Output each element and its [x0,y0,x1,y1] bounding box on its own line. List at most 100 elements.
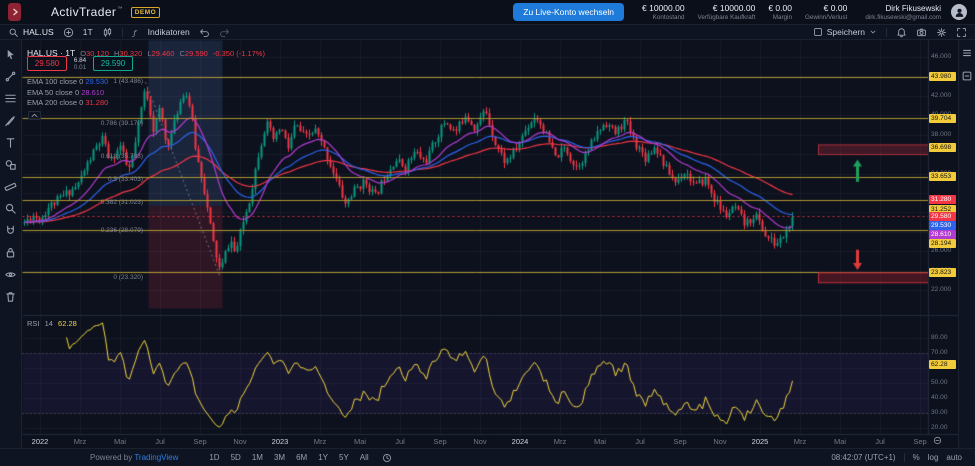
shapes-tool[interactable] [3,156,19,172]
range-all[interactable]: All [356,452,373,463]
low-value: 29.460 [152,49,175,58]
magnet-tool[interactable] [3,222,19,238]
range-3m[interactable]: 3M [270,452,289,463]
lock-tool[interactable] [3,244,19,260]
user-name: Dirk Fikusewski [865,4,941,13]
rsi-period: 14 [45,319,53,328]
ruler-tool[interactable] [3,178,19,194]
plus-circle-icon [63,27,74,38]
avatar[interactable] [951,4,967,20]
compare-button[interactable] [63,27,74,38]
app-logo-text: ActivTrader [51,5,116,19]
change-value: -0.350 (-1.17%) [213,49,265,58]
scale-auto[interactable]: auto [943,452,965,463]
symbol-label: HAL.US [23,27,54,37]
switch-to-live-button[interactable]: Zu Live-Konto wechseln [513,3,624,21]
account-stat: € 10000.00Kontostand [642,3,685,21]
ema-label: EMA 100 close 0 [27,77,85,86]
camera-icon[interactable] [916,27,927,38]
main-area: HAL.US · 1T O30.120 H30.320 L29.460 C29.… [0,40,975,448]
save-layout-control[interactable]: Speichern [813,27,877,37]
ema-value: 28.610 [81,88,104,97]
undo-icon [199,27,210,38]
user-email: dirk.fikusewski@gmail.com [865,14,941,21]
range-6m[interactable]: 6M [292,452,311,463]
search-icon [8,27,19,38]
chevron-down-icon [869,28,877,36]
stat-label: Margin [768,14,792,21]
chart-type-button[interactable] [102,27,113,38]
trend-line-tool[interactable] [3,68,19,84]
collapse-legend-button[interactable] [28,111,41,120]
interval-label: 1T [83,27,93,37]
range-5d[interactable]: 5D [227,452,245,463]
chart-toolbar: HAL.US 1T ƒ Indikatoren Speichern [0,24,975,40]
chart-pane: HAL.US · 1T O30.120 H30.320 L29.460 C29.… [22,40,958,448]
stat-value: € 10000.00 [642,3,685,13]
ema-label: EMA 200 close 0 [27,98,85,107]
fullscreen-icon[interactable] [956,27,967,38]
cursor-tool[interactable] [3,46,19,62]
stat-value: € 0.00 [805,3,847,13]
rsi-value: 62.28 [58,319,77,328]
chart-canvas[interactable] [22,40,958,448]
undo-button[interactable] [199,27,210,38]
indicator-legend: EMA 100 close 0 29.530 EMA 50 close 0 28.… [27,77,108,109]
ema-value: 29.530 [85,77,108,86]
rsi-legend: RSI 14 62.28 [27,319,77,328]
brush-tool[interactable] [3,112,19,128]
fib-retracement-tool[interactable] [3,90,19,106]
trash-tool[interactable] [3,288,19,304]
close-value: 29.590 [185,49,208,58]
sell-button[interactable]: 29.580 [27,56,67,71]
bottom-bar: Powered by TradingView 1D 5D1M3M6M1Y5YAll… [0,448,975,466]
axis-settings-icon[interactable] [933,436,942,445]
range-1d[interactable]: 1D [205,452,223,463]
save-label: Speichern [827,27,865,37]
redo-button[interactable] [219,27,230,38]
account-stat: € 0.00Gewinn/Verlust [805,3,847,21]
trademark-symbol: ™ [117,6,122,12]
tradingview-link[interactable]: TradingView [134,453,178,462]
chart-trade-widget: 29.580 6.84 0.01 29.590 [27,56,133,71]
account-stat: € 0.00Margin [768,3,792,21]
ema-value: 31.280 [85,98,108,107]
ema-label: EMA 50 close 0 [27,88,81,97]
range-switcher: 1D 5D1M3M6M1Y5YAll [205,452,372,463]
demo-badge: DEMO [131,7,161,18]
indicators-label: Indikatoren [148,27,190,37]
buy-button[interactable]: 29.590 [93,56,133,71]
eye-tool[interactable] [3,266,19,282]
scale-percent[interactable]: % [910,452,923,463]
alert-icon[interactable] [896,27,907,38]
watchlist-icon[interactable] [959,68,975,84]
layers-icon[interactable] [959,45,975,61]
settings-icon[interactable] [936,27,947,38]
powered-by-text: Powered by [90,453,132,462]
goto-date-icon[interactable] [382,453,392,463]
top-bar: ActivTrader ™ DEMO Zu Live-Konto wechsel… [0,0,975,24]
svg-text:ƒ: ƒ [132,28,138,37]
sidebar-toggle-button[interactable] [8,3,21,21]
user-info: Dirk Fikusewski dirk.fikusewski@gmail.co… [865,4,941,21]
spread-top-value: 6.84 [67,57,93,64]
stat-label: Kontostand [642,14,685,21]
ema-legend-row: EMA 200 close 0 31.280 [27,98,108,109]
stat-value: € 10000.00 [698,3,756,13]
text-tool[interactable] [3,134,19,150]
stat-label: Gewinn/Verlust [805,14,847,21]
account-stat: € 10000.00Verfügbare Kaufkraft [698,3,756,21]
range-5y[interactable]: 5Y [335,452,353,463]
stat-label: Verfügbare Kaufkraft [698,14,756,21]
scale-log[interactable]: log [925,452,942,463]
spread-info: 6.84 0.01 [67,57,93,71]
ema-legend-row: EMA 50 close 0 28.610 [27,88,108,99]
app-logo: ActivTrader ™ [51,5,123,19]
range-1y[interactable]: 1Y [314,452,332,463]
symbol-search-button[interactable]: HAL.US [8,27,54,38]
clock-timezone-button[interactable]: 08:42:07 (UTC+1) [828,452,898,463]
range-1m[interactable]: 1M [248,452,267,463]
interval-button[interactable]: 1T [83,27,93,37]
magnifier-tool[interactable] [3,200,19,216]
indicators-button[interactable]: ƒ Indikatoren [132,27,190,38]
